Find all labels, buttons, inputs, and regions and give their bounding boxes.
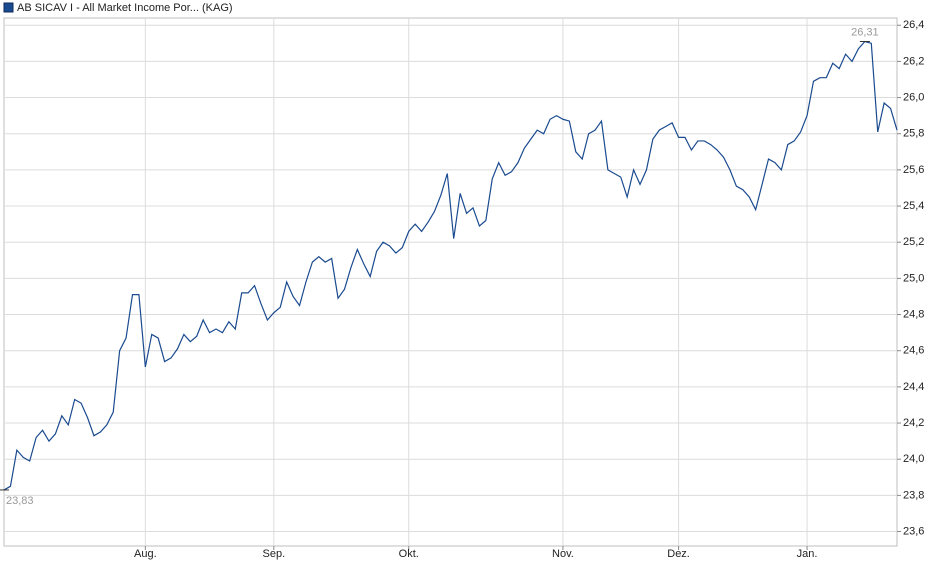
- legend-swatch: [3, 2, 14, 13]
- min-label: 23,83: [6, 495, 34, 507]
- y-tick-label: 26,0: [903, 91, 924, 103]
- x-tick-label: Jan.: [797, 548, 818, 560]
- y-tick-label: 26,2: [903, 55, 924, 67]
- price-line: [3, 40, 898, 491]
- max-label: 26,31: [851, 26, 879, 38]
- y-tick-label: 23,6: [903, 525, 924, 537]
- y-tick-label: 24,2: [903, 417, 924, 429]
- y-tick-label: 24,4: [903, 381, 924, 393]
- x-tick-label: Nov.: [552, 548, 574, 560]
- legend-label: AB SICAV I - All Market Income Por... (K…: [17, 2, 233, 14]
- x-tick-label: Okt.: [399, 548, 419, 560]
- y-tick-label: 23,8: [903, 489, 924, 501]
- x-tick-label: Dez.: [667, 548, 690, 560]
- plot-area: [3, 17, 898, 547]
- y-tick-label: 25,2: [903, 236, 924, 248]
- y-tick-label: 25,0: [903, 272, 924, 284]
- y-tick-label: 26,4: [903, 19, 924, 31]
- y-tick-label: 25,8: [903, 128, 924, 140]
- y-tick-label: 24,8: [903, 308, 924, 320]
- y-tick-label: 24,0: [903, 453, 924, 465]
- y-tick-label: 24,6: [903, 345, 924, 357]
- y-tick-label: 25,4: [903, 200, 924, 212]
- x-tick-label: Aug.: [134, 548, 157, 560]
- y-tick-label: 25,6: [903, 164, 924, 176]
- x-tick-label: Sep.: [263, 548, 286, 560]
